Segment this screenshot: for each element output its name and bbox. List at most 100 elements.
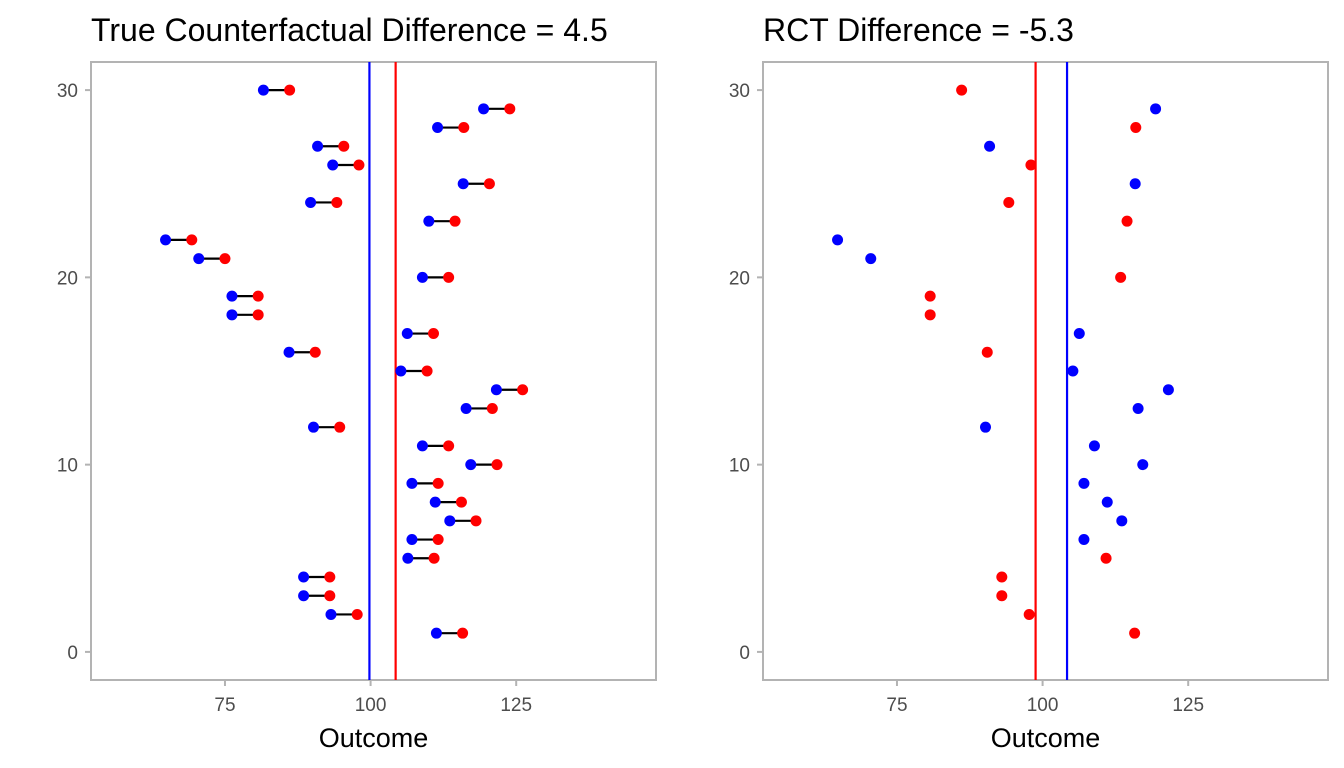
y-tick-label: 0 (67, 643, 78, 664)
control-point (416, 440, 428, 452)
control-point (1073, 328, 1085, 340)
chart-title-1: True Counterfactual Difference = 4.5 (91, 12, 608, 48)
control-point (406, 477, 418, 489)
control-point (308, 421, 320, 433)
y-tick-label: 10 (57, 456, 78, 477)
control-point (465, 459, 477, 471)
treated-point (252, 309, 264, 321)
treated-point (1003, 196, 1015, 208)
control-point (325, 608, 337, 620)
treated-point (432, 477, 444, 489)
chart-panel-1: True Counterfactual Difference = 4.5 0 10 2… (57, 12, 657, 753)
treated-point (421, 365, 433, 377)
treated-point (455, 496, 467, 508)
control-point (980, 421, 992, 433)
treated-point (334, 421, 346, 433)
control-point (429, 496, 441, 508)
y-tick-label: 20 (57, 268, 78, 289)
treated-point (443, 440, 455, 452)
treated-point (491, 459, 503, 471)
treated-point (324, 590, 336, 602)
y-tick-label: 30 (57, 81, 78, 102)
treated-point (956, 84, 968, 96)
control-point (423, 215, 435, 227)
treated-point (517, 384, 529, 396)
x-tick-label: 75 (886, 695, 907, 716)
treated-point (470, 515, 482, 527)
x-tick-label: 125 (500, 695, 532, 716)
control-point (406, 534, 418, 546)
y-tick-label: 20 (729, 268, 750, 289)
treated-point (338, 140, 350, 152)
control-point (832, 234, 844, 246)
treated-point (483, 178, 495, 190)
control-point (327, 159, 339, 171)
treated-point (427, 328, 439, 340)
control-point (490, 384, 502, 396)
control-point (430, 627, 442, 639)
control-point (298, 571, 310, 583)
control-point (305, 196, 317, 208)
control-point (1116, 515, 1128, 527)
control-point (226, 309, 238, 321)
treated-point (449, 215, 461, 227)
treated-point (428, 552, 440, 564)
treated-point (353, 159, 365, 171)
control-point (1132, 402, 1144, 414)
control-point (257, 84, 269, 96)
control-point (444, 515, 456, 527)
treated-point (1100, 552, 1112, 564)
treated-point (1121, 215, 1133, 227)
treated-point (219, 253, 231, 265)
treated-point (443, 271, 455, 283)
control-point (460, 402, 472, 414)
treated-point (924, 290, 936, 302)
treated-point (981, 346, 993, 358)
treated-point (924, 309, 936, 321)
treated-point (996, 571, 1008, 583)
control-point (312, 140, 324, 152)
treated-point (486, 402, 498, 414)
control-point (984, 140, 996, 152)
chart-panel-2: RCT Difference = -5.3 0 10 20 30 75 100 125 Outc… (729, 12, 1329, 753)
control-point (416, 271, 428, 283)
treated-point (1023, 608, 1035, 620)
control-point (283, 346, 295, 358)
control-point (432, 122, 444, 134)
panel-border (762, 61, 1329, 681)
treated-point (457, 627, 469, 639)
treated-point (1130, 122, 1142, 134)
control-point (298, 590, 310, 602)
control-point (193, 253, 205, 265)
control-point (1078, 477, 1090, 489)
control-point (401, 328, 413, 340)
control-point (395, 365, 407, 377)
x-tick-label: 75 (214, 695, 235, 716)
x-tick-label: 100 (1027, 695, 1059, 716)
treated-point (1129, 627, 1141, 639)
treated-point (432, 534, 444, 546)
control-point (402, 552, 414, 564)
treated-point (504, 103, 516, 115)
y-tick-label: 0 (739, 643, 750, 664)
x-axis-label: Outcome (991, 723, 1101, 753)
control-point (226, 290, 238, 302)
treated-point (284, 84, 296, 96)
control-point (1137, 459, 1149, 471)
control-point (1088, 440, 1100, 452)
treated-point (351, 608, 363, 620)
treated-point (324, 571, 336, 583)
x-axis-label: Outcome (319, 723, 429, 753)
treated-point (331, 196, 343, 208)
control-point (1150, 103, 1162, 115)
control-point (457, 178, 469, 190)
treated-point (1025, 159, 1037, 171)
treated-point (186, 234, 198, 246)
control-point (1067, 365, 1079, 377)
control-point (160, 234, 172, 246)
control-point (1078, 534, 1090, 546)
treated-point (458, 122, 470, 134)
x-tick-label: 125 (1172, 695, 1204, 716)
control-point (865, 253, 877, 265)
